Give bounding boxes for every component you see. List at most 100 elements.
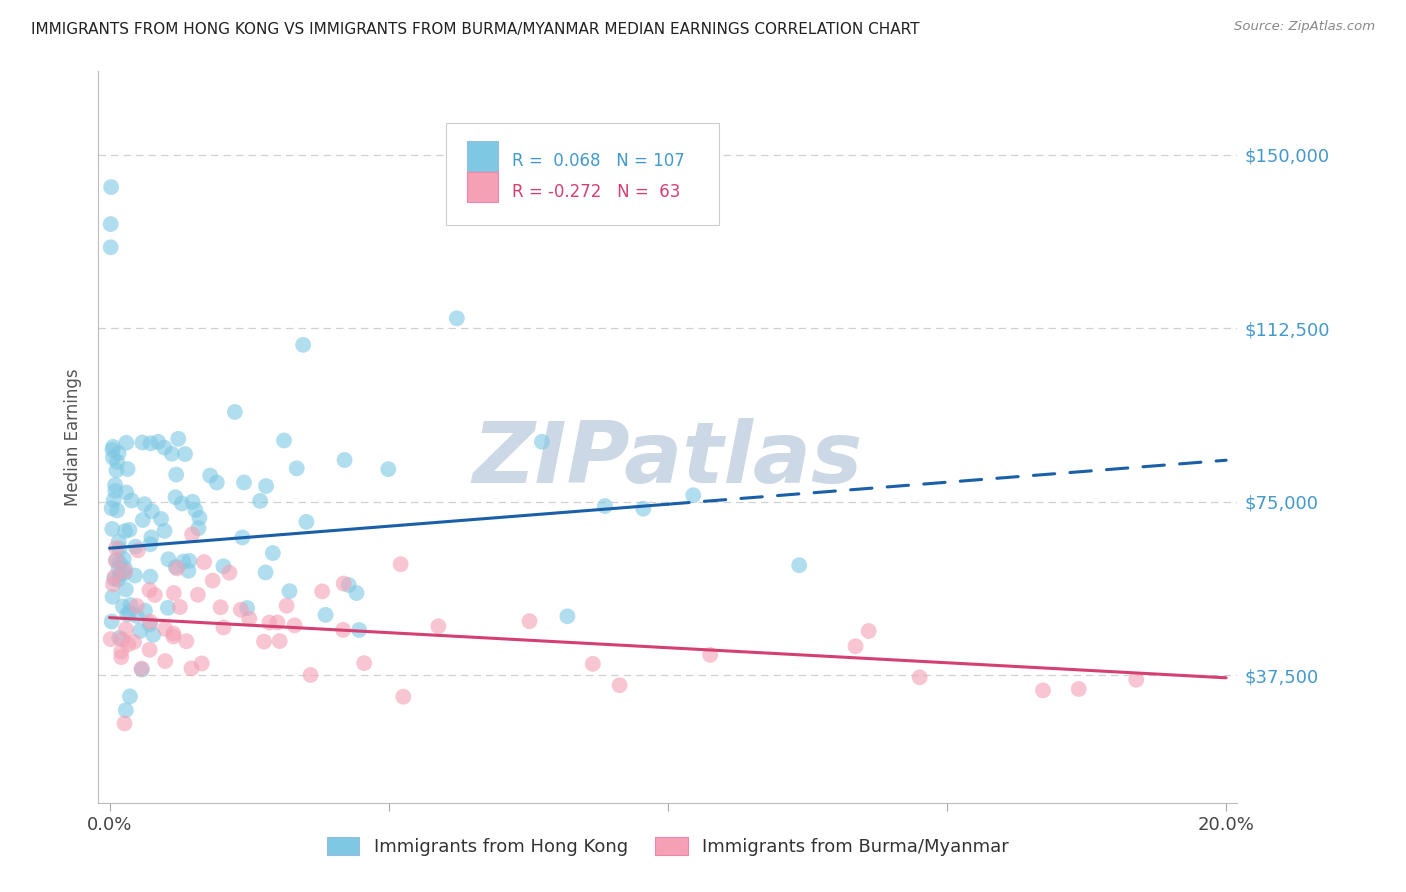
Point: [153, 441, 176, 455]
Point: [114, 524, 136, 538]
Point: [389, 558, 412, 572]
Point: [107, 446, 129, 460]
Point: [114, 582, 136, 597]
Point: [283, 618, 305, 632]
Point: [337, 578, 360, 592]
Point: [108, 541, 131, 556]
Text: R = -0.272   N =  63: R = -0.272 N = 63: [512, 183, 681, 201]
Point: [105, 455, 128, 469]
Point: [377, 462, 399, 476]
Point: [249, 494, 271, 508]
Point: [138, 642, 160, 657]
Point: [101, 522, 124, 536]
FancyBboxPatch shape: [446, 122, 718, 225]
Point: [311, 584, 333, 599]
Text: ZIPatlas: ZIPatlas: [472, 417, 863, 500]
Point: [141, 504, 163, 518]
Point: [299, 668, 322, 682]
Point: [118, 523, 141, 537]
Point: [108, 631, 131, 645]
Point: [188, 511, 211, 525]
Point: [122, 635, 145, 649]
Point: [105, 503, 128, 517]
Point: [609, 678, 631, 692]
Point: [236, 601, 259, 615]
Point: [104, 554, 127, 568]
Point: [138, 582, 160, 597]
Point: [131, 435, 153, 450]
Point: [162, 630, 184, 644]
Point: [111, 599, 134, 614]
Point: [633, 501, 655, 516]
Point: [174, 447, 197, 461]
Point: [100, 180, 122, 194]
Point: [156, 600, 179, 615]
Point: [139, 436, 162, 450]
Point: [108, 556, 131, 570]
Point: [139, 537, 162, 551]
Point: [162, 626, 184, 640]
Point: [169, 600, 191, 615]
Point: [117, 637, 139, 651]
Point: [100, 632, 122, 647]
Point: [209, 600, 232, 615]
Point: [212, 559, 235, 574]
Y-axis label: Median Earnings: Median Earnings: [65, 368, 83, 506]
Point: [285, 461, 308, 475]
Point: [114, 703, 136, 717]
Point: [131, 662, 153, 676]
Point: [139, 569, 162, 583]
Point: [124, 540, 146, 554]
Point: [107, 573, 129, 587]
FancyBboxPatch shape: [467, 141, 498, 171]
Point: [181, 527, 204, 541]
Point: [110, 650, 132, 665]
Point: [229, 603, 252, 617]
Point: [150, 512, 173, 526]
Point: [176, 634, 198, 648]
Point: [593, 499, 616, 513]
Point: [682, 488, 704, 502]
Point: [218, 566, 240, 580]
Point: [118, 605, 141, 619]
Point: [198, 468, 221, 483]
Point: [180, 661, 202, 675]
Point: [101, 450, 124, 465]
Point: [908, 670, 931, 684]
Point: [262, 546, 284, 560]
Point: [101, 442, 124, 457]
Point: [292, 338, 315, 352]
Point: [115, 485, 138, 500]
Point: [141, 530, 163, 544]
Point: [190, 657, 212, 671]
Point: [100, 501, 122, 516]
Point: [160, 447, 183, 461]
Point: [125, 608, 148, 623]
Point: [353, 656, 375, 670]
Point: [142, 628, 165, 642]
Point: [132, 513, 155, 527]
Point: [155, 654, 177, 668]
Point: [187, 588, 209, 602]
Point: [104, 570, 127, 584]
Point: [253, 634, 276, 648]
Point: [187, 521, 209, 535]
Point: [163, 586, 186, 600]
Point: [139, 615, 162, 629]
Point: [427, 619, 450, 633]
Point: [103, 572, 125, 586]
Point: [101, 577, 124, 591]
Point: [101, 440, 124, 454]
Point: [166, 561, 188, 575]
Point: [112, 552, 135, 566]
Point: [115, 623, 138, 637]
Point: [125, 599, 148, 613]
Point: [557, 609, 579, 624]
Point: [392, 690, 415, 704]
Point: [115, 435, 138, 450]
Point: [212, 620, 235, 634]
Point: [238, 612, 260, 626]
Point: [111, 632, 134, 647]
Point: [118, 690, 141, 704]
Point: [105, 541, 128, 556]
